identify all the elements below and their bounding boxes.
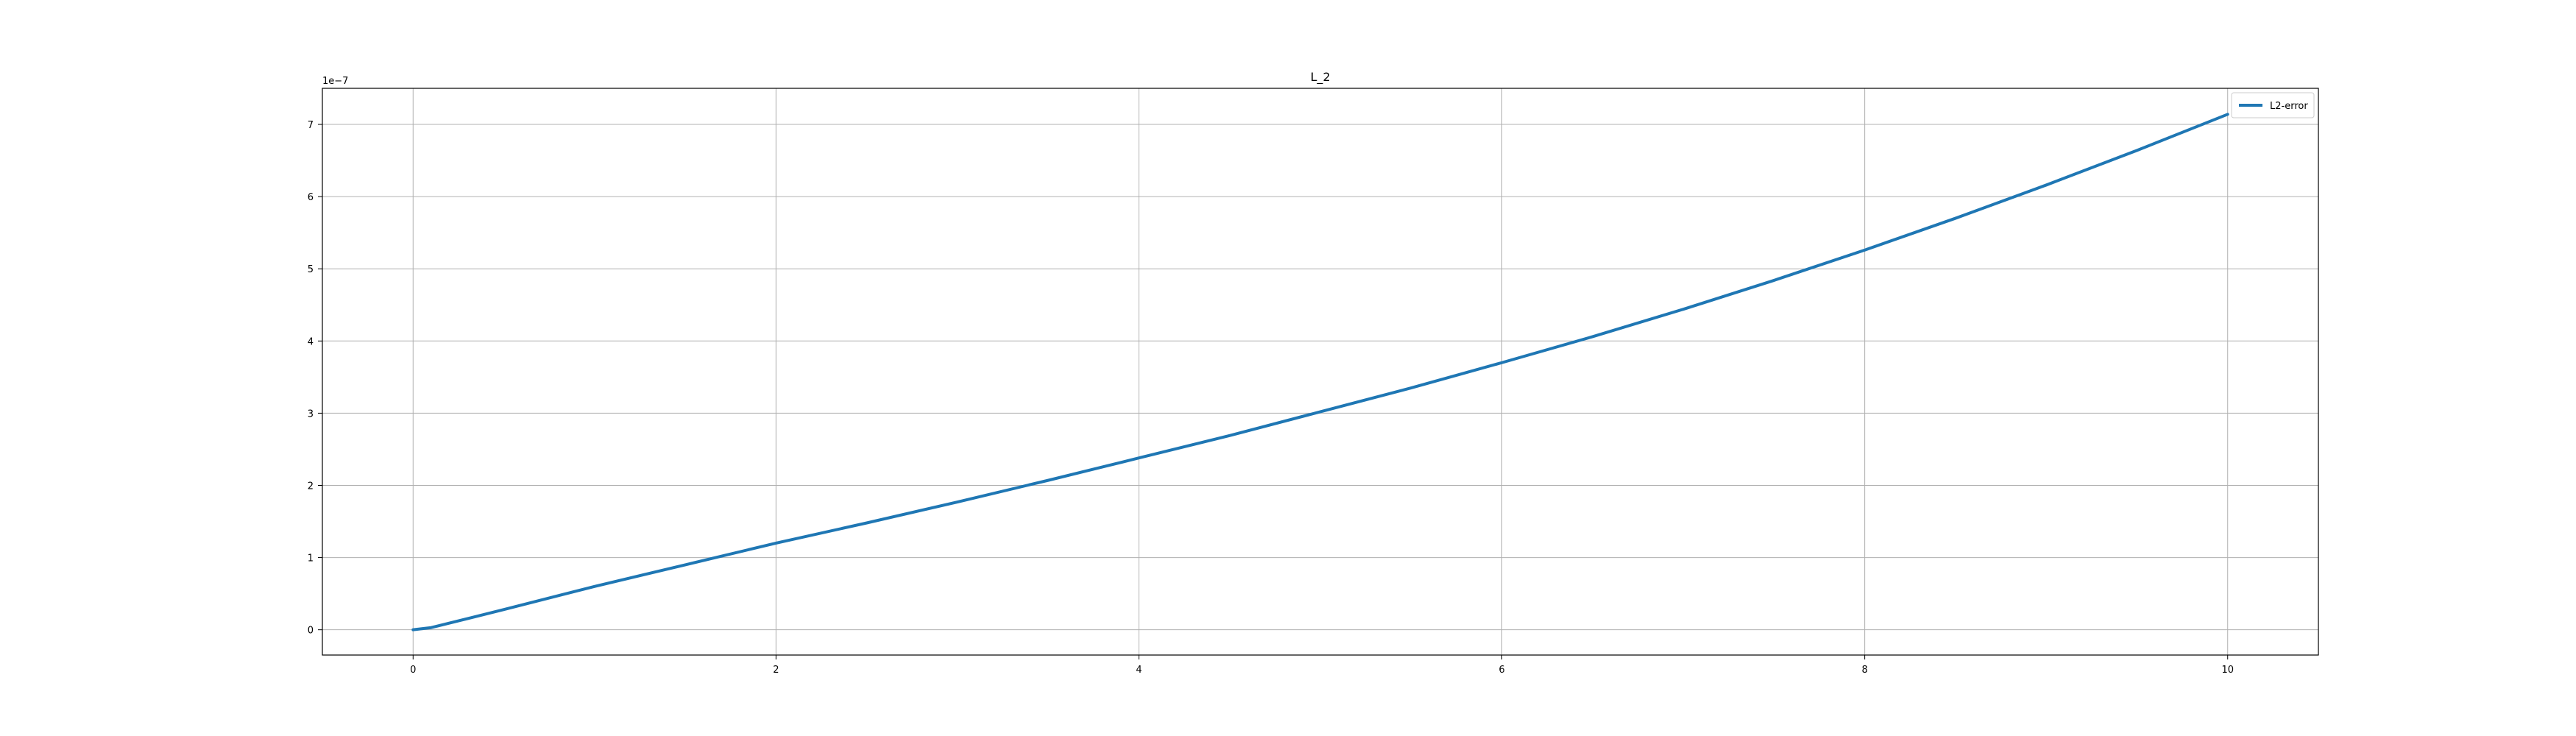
chart-title: L_2 <box>1310 70 1330 85</box>
legend-label-l2-error: L2-error <box>2270 101 2308 112</box>
series-line-l2-error <box>411 113 2229 631</box>
x-tick-label: 0 <box>410 665 416 676</box>
grid <box>322 88 2318 655</box>
x-tick-label: 4 <box>1136 665 1142 676</box>
x-tick-label: 10 <box>2221 665 2234 676</box>
plot-frame <box>322 88 2319 656</box>
y-axis-offset-label: 1e−7 <box>322 76 348 87</box>
y-tick-label: 0 <box>308 626 314 637</box>
legend-box <box>2231 92 2315 118</box>
y-tick-label: 7 <box>308 120 314 131</box>
x-tick-label: 8 <box>1861 665 1867 676</box>
y-tick-label: 3 <box>308 408 314 420</box>
series-layer <box>411 113 2229 631</box>
legend: L2-error <box>2231 92 2315 118</box>
ticks: 0 2 4 6 8 10 0 1 2 3 4 5 6 7 <box>308 120 2234 676</box>
x-tick-label: 2 <box>773 665 779 676</box>
y-tick-label: 6 <box>308 192 314 203</box>
y-tick-label: 4 <box>308 336 314 347</box>
y-tick-label: 1 <box>308 553 314 565</box>
y-tick-label: 2 <box>308 481 314 492</box>
x-tick-label: 6 <box>1498 665 1504 676</box>
y-tick-label: 5 <box>308 264 314 275</box>
